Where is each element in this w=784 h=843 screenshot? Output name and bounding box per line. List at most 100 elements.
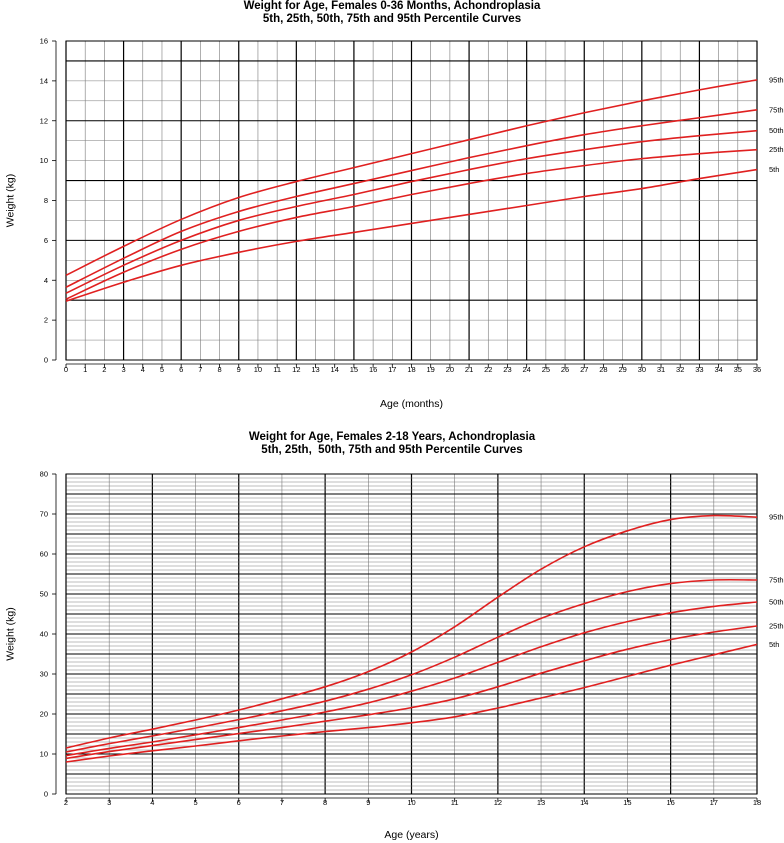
x-tick-label: 14 <box>580 798 588 807</box>
x-tick-label: 7 <box>280 798 284 807</box>
y-tick-label: 6 <box>44 236 48 245</box>
y-tick-label: 12 <box>40 116 48 125</box>
x-tick-label: 6 <box>179 365 183 374</box>
chart-2-curves: 95th 75th 50th 25th 5th <box>65 513 784 763</box>
y-tick-label: 14 <box>40 76 48 85</box>
x-tick-label: 31 <box>657 365 665 374</box>
x-tick-label: 4 <box>141 365 145 374</box>
chart-1-title-block: Weight for Age, Females 0-36 Months, Ach… <box>0 0 784 26</box>
x-tick-label: 8 <box>217 365 221 374</box>
x-tick-label: 13 <box>537 798 545 807</box>
x-tick-label: 6 <box>237 798 241 807</box>
x-tick-label: 13 <box>311 365 319 374</box>
x-tick-label: 8 <box>323 798 327 807</box>
curve-50th <box>65 129 758 294</box>
chart-2-subtitle: 5th, 25th, 50th, 75th and 95th Percentil… <box>261 444 523 456</box>
plot-frame <box>65 473 758 795</box>
x-tick-label: 27 <box>580 365 588 374</box>
x-tick-label: 5 <box>193 798 197 807</box>
x-tick-label: 25 <box>542 365 550 374</box>
curve-label-95th: 95th <box>769 75 784 84</box>
y-tick-label: 16 <box>40 37 48 46</box>
y-tick-label: 8 <box>44 196 48 205</box>
x-tick-label: 22 <box>484 365 492 374</box>
curve-5th <box>65 643 758 763</box>
curve-label-5th: 5th <box>769 165 779 174</box>
x-tick-label: 15 <box>350 365 358 374</box>
y-tick-label: 60 <box>40 550 48 559</box>
x-tick-label: 3 <box>107 798 111 807</box>
curve-25th <box>65 148 758 300</box>
curve-label-50th: 50th <box>769 126 784 135</box>
y-tick-label: 2 <box>44 316 48 325</box>
x-tick-label: 7 <box>198 365 202 374</box>
y-tick-label: 40 <box>40 630 48 639</box>
x-tick-label: 19 <box>427 365 435 374</box>
x-tick-label: 17 <box>710 798 718 807</box>
y-tick-label: 70 <box>40 510 48 519</box>
x-tick-label: 1 <box>83 365 87 374</box>
y-tick-label: 10 <box>40 156 48 165</box>
chart-1: 0 1 2 3 4 5 6 7 8 9 10 11 12 13 14 15 16 17 18 19 20 21 22 23 24… <box>5 37 784 411</box>
y-axis-title: Weight (kg) <box>5 174 17 228</box>
x-tick-label: 15 <box>623 798 631 807</box>
curve-label-75th: 75th <box>769 105 784 114</box>
curve-5th <box>65 168 758 302</box>
x-tick-label: 9 <box>366 798 370 807</box>
y-tick-label: 0 <box>44 356 48 365</box>
x-tick-label: 24 <box>522 365 530 374</box>
curve-label-25th: 25th <box>769 145 784 154</box>
chart-2: 2 3 4 5 6 7 8 9 10 11 12 13 14 15 16 17 18 0 10 20 30 40 50 60 7… <box>5 470 784 842</box>
x-tick-label: 18 <box>753 798 761 807</box>
x-tick-label: 11 <box>451 798 459 807</box>
chart-1-title: Weight for Age, Females 0-36 Months, Ach… <box>243 0 541 12</box>
curve-95th <box>65 514 758 749</box>
x-tick-label: 9 <box>237 365 241 374</box>
y-tick-label: 4 <box>44 276 48 285</box>
x-tick-label: 28 <box>599 365 607 374</box>
y-tick-label: 20 <box>40 710 48 719</box>
curve-50th <box>65 601 758 757</box>
x-tick-label: 0 <box>64 365 68 374</box>
x-tick-label: 12 <box>494 798 502 807</box>
x-tick-label: 14 <box>331 365 339 374</box>
curve-label-75th: 75th <box>769 576 784 585</box>
x-tick-label: 11 <box>273 365 281 374</box>
x-tick-label: 23 <box>503 365 511 374</box>
x-tick-label: 21 <box>465 365 473 374</box>
chart-2-title-block: Weight for Age, Females 2-18 Years, Acho… <box>0 431 784 457</box>
x-tick-label: 10 <box>254 365 262 374</box>
curve-75th <box>65 578 758 753</box>
curve-label-50th: 50th <box>769 598 784 607</box>
y-tick-label: 0 <box>44 790 48 799</box>
chart-2-title: Weight for Age, Females 2-18 Years, Acho… <box>248 431 536 443</box>
x-tick-label: 29 <box>618 365 626 374</box>
chart-1-subtitle: 5th, 25th, 50th, 75th and 95th Percentil… <box>262 13 522 25</box>
x-tick-label: 30 <box>638 365 646 374</box>
x-tick-label: 12 <box>292 365 300 374</box>
x-tick-label: 36 <box>753 365 761 374</box>
x-tick-label: 33 <box>695 365 703 374</box>
plot-frame <box>65 40 758 361</box>
x-tick-label: 35 <box>734 365 742 374</box>
chart-1-grid <box>65 40 758 361</box>
x-tick-label: 18 <box>407 365 415 374</box>
x-tick-label: 4 <box>150 798 154 807</box>
x-tick-label: 2 <box>64 798 68 807</box>
x-tick-label: 16 <box>369 365 377 374</box>
curve-label-25th: 25th <box>769 622 784 631</box>
x-tick-label: 3 <box>121 365 125 374</box>
curve-95th <box>65 79 758 276</box>
y-tick-label: 10 <box>40 750 48 759</box>
x-tick-label: 10 <box>407 798 415 807</box>
x-axis-title: Age (months) <box>380 398 443 410</box>
x-tick-label: 20 <box>446 365 454 374</box>
x-tick-label: 16 <box>666 798 674 807</box>
y-tick-label: 30 <box>40 670 48 679</box>
x-tick-label: 17 <box>388 365 396 374</box>
curve-label-95th: 95th <box>769 513 784 522</box>
curve-25th <box>65 625 758 760</box>
x-tick-label: 2 <box>102 365 106 374</box>
x-tick-label: 32 <box>676 365 684 374</box>
